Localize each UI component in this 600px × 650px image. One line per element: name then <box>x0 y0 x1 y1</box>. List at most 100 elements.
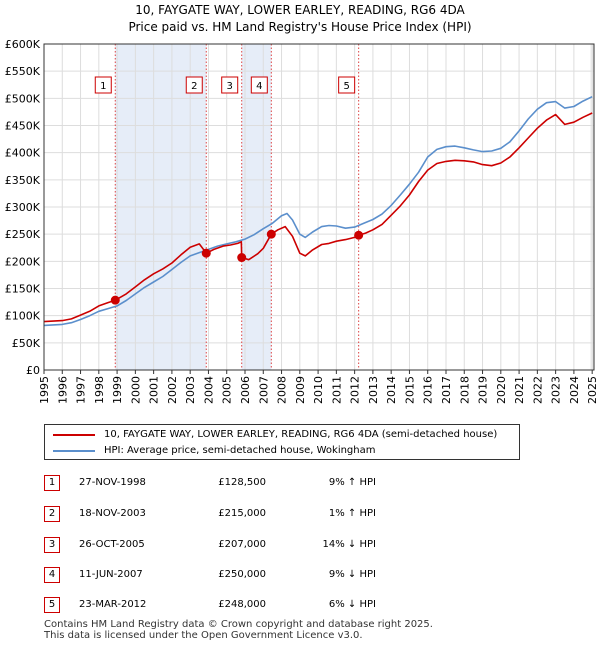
y-tick-label: £600K <box>5 38 41 51</box>
x-tick-label: 1999 <box>111 376 124 404</box>
sale-point <box>201 248 211 258</box>
y-tick-label: £50K <box>12 337 41 350</box>
sale-number-badge: 5 <box>44 597 60 613</box>
sale-number-badge: 4 <box>44 567 60 583</box>
x-tick-label: 2024 <box>568 376 581 404</box>
x-tick-label: 2013 <box>367 376 380 404</box>
y-tick-label: £0 <box>26 364 40 377</box>
x-tick-label: 2019 <box>477 376 490 404</box>
y-tick-label: £200K <box>5 255 41 268</box>
x-tick-label: 2016 <box>422 376 435 404</box>
x-tick-label: 2007 <box>257 376 270 404</box>
sale-price: £248,000 <box>218 599 266 610</box>
x-tick-label: 2023 <box>550 376 563 404</box>
legend: 10, FAYGATE WAY, LOWER EARLEY, READING, … <box>44 424 520 460</box>
legend-item-property: 10, FAYGATE WAY, LOWER EARLEY, READING, … <box>53 427 497 443</box>
x-tick-label: 2003 <box>184 376 197 404</box>
sale-number-label: 5 <box>343 81 349 92</box>
x-tick-label: 2008 <box>276 376 289 404</box>
y-tick-label: £250K <box>5 228 41 241</box>
footer: Contains HM Land Registry data © Crown c… <box>44 619 433 641</box>
x-tick-label: 1997 <box>75 376 88 404</box>
x-tick-label: 1998 <box>93 376 106 404</box>
footer-copyright: Contains HM Land Registry data © Crown c… <box>44 619 433 630</box>
x-tick-label: 1995 <box>38 376 51 404</box>
x-tick-label: 2002 <box>166 376 179 404</box>
sale-row: 4 11-JUN-2007 £250,000 9% ↓ HPI <box>44 567 444 583</box>
sale-price: £207,000 <box>218 539 266 550</box>
sale-row: 3 26-OCT-2005 £207,000 14% ↓ HPI <box>44 537 444 553</box>
x-tick-label: 2004 <box>202 376 215 404</box>
sale-number-box <box>185 76 203 94</box>
sale-date: 11-JUN-2007 <box>79 569 143 580</box>
sale-number-box <box>94 76 112 94</box>
x-tick-label: 2012 <box>349 376 362 404</box>
sale-number-badge: 2 <box>44 506 60 522</box>
x-tick-label: 2021 <box>513 376 526 404</box>
x-tick-label: 2018 <box>458 376 471 404</box>
sale-price: £215,000 <box>218 508 266 519</box>
sale-hpi-comparison: 6% ↓ HPI <box>328 599 376 610</box>
x-tick-label: 2017 <box>440 376 453 404</box>
y-tick-label: £100K <box>5 310 41 323</box>
x-tick-label: 2022 <box>531 376 544 404</box>
legend-item-hpi: HPI: Average price, semi-detached house,… <box>53 443 375 459</box>
sale-point <box>354 230 364 240</box>
sale-number-label: 1 <box>100 81 106 92</box>
x-tick-label: 2010 <box>312 376 325 404</box>
x-tick-label: 2000 <box>129 376 142 404</box>
sale-hpi-comparison: 14% ↓ HPI <box>322 539 376 550</box>
footer-licence: This data is licensed under the Open Gov… <box>44 630 363 641</box>
sale-point <box>110 295 120 305</box>
sale-number-label: 4 <box>256 81 262 92</box>
y-tick-label: £150K <box>5 283 41 296</box>
x-tick-label: 1996 <box>56 376 69 404</box>
x-tick-label: 2006 <box>239 376 252 404</box>
legend-swatch-property <box>53 434 95 436</box>
x-tick-label: 2014 <box>385 376 398 404</box>
x-tick-label: 2015 <box>403 376 416 404</box>
sale-date: 26-OCT-2005 <box>79 539 145 550</box>
y-tick-label: £500K <box>5 92 41 105</box>
sale-row: 5 23-MAR-2012 £248,000 6% ↓ HPI <box>44 597 444 613</box>
sale-number-badge: 3 <box>44 537 60 553</box>
sale-hpi-comparison: 9% ↓ HPI <box>328 569 376 580</box>
chart-subtitle: Price paid vs. HM Land Registry's House … <box>128 20 472 34</box>
x-tick-label: 2001 <box>148 376 161 404</box>
y-tick-label: £550K <box>5 65 41 78</box>
plot-border <box>43 43 595 371</box>
sale-number-box <box>338 76 356 94</box>
property-price-line <box>43 112 593 323</box>
y-tick-label: £400K <box>5 147 41 160</box>
legend-label-property: 10, FAYGATE WAY, LOWER EARLEY, READING, … <box>104 429 498 440</box>
legend-label-hpi: HPI: Average price, semi-detached house,… <box>104 445 376 456</box>
sale-price: £250,000 <box>218 569 266 580</box>
sale-number-box <box>221 76 239 94</box>
y-tick-label: £300K <box>5 201 41 214</box>
sale-number-label: 3 <box>227 81 233 92</box>
sale-row: 1 27-NOV-1998 £128,500 9% ↑ HPI <box>44 475 444 491</box>
sale-number-badge: 1 <box>44 475 60 491</box>
sale-date: 27-NOV-1998 <box>79 477 146 488</box>
chart-title-block: 10, FAYGATE WAY, LOWER EARLEY, READING, … <box>0 2 600 36</box>
sale-price: £128,500 <box>218 477 266 488</box>
x-tick-label: 2020 <box>495 376 508 404</box>
y-tick-label: £450K <box>5 120 41 133</box>
sale-number-label: 2 <box>191 81 197 92</box>
x-tick-label: 2025 <box>586 376 599 404</box>
x-tick-label: 2009 <box>294 376 307 404</box>
sale-hpi-comparison: 1% ↑ HPI <box>328 508 376 519</box>
sale-point <box>237 253 247 263</box>
sale-hpi-comparison: 9% ↑ HPI <box>328 477 376 488</box>
x-tick-label: 2011 <box>330 376 343 404</box>
sale-point <box>266 229 276 239</box>
sale-row: 2 18-NOV-2003 £215,000 1% ↑ HPI <box>44 506 444 522</box>
x-tick-label: 2005 <box>221 376 234 404</box>
hpi-line <box>43 95 593 327</box>
sale-number-box <box>250 76 268 94</box>
legend-swatch-hpi <box>53 450 95 452</box>
sale-date: 18-NOV-2003 <box>79 508 146 519</box>
y-tick-label: £350K <box>5 174 41 187</box>
chart-title: 10, FAYGATE WAY, LOWER EARLEY, READING, … <box>135 3 465 17</box>
sale-date: 23-MAR-2012 <box>79 599 147 610</box>
